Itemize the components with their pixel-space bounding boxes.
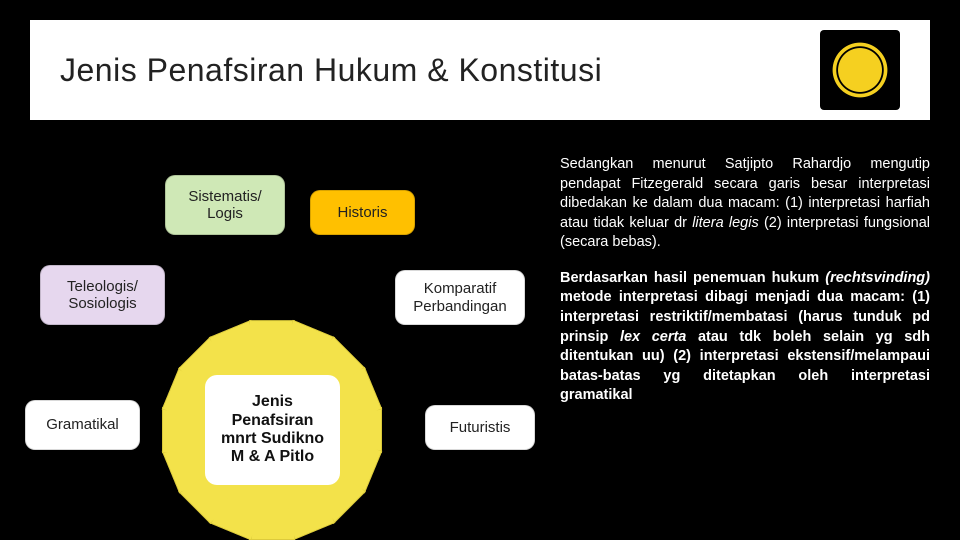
node-sistematis: Sistematis/ Logis bbox=[165, 175, 285, 235]
paragraph-2: Berdasarkan hasil penemuan hukum (rechts… bbox=[560, 269, 930, 406]
node-gramatikal: Gramatikal bbox=[25, 400, 140, 450]
node-futuristis: Futuristis bbox=[425, 405, 535, 450]
text-panel: Sedangkan menurut Satjipto Rahardjo meng… bbox=[560, 155, 930, 422]
center-node: Jenis Penafsiran mnrt Sudikno M & A Pitl… bbox=[205, 375, 340, 485]
node-historis: Historis bbox=[310, 190, 415, 235]
node-komparatif: Komparatif Perbandingan bbox=[395, 270, 525, 325]
paragraph-1: Sedangkan menurut Satjipto Rahardjo meng… bbox=[560, 155, 930, 253]
header: Jenis Penafsiran Hukum & Konstitusi bbox=[30, 20, 930, 120]
node-teleologis: Teleologis/ Sosiologis bbox=[40, 265, 165, 325]
logo-container bbox=[820, 30, 900, 110]
university-logo-icon bbox=[828, 38, 892, 102]
page-title: Jenis Penafsiran Hukum & Konstitusi bbox=[60, 52, 602, 89]
diagram-area: Jenis Penafsiran mnrt Sudikno M & A Pitl… bbox=[20, 150, 540, 510]
